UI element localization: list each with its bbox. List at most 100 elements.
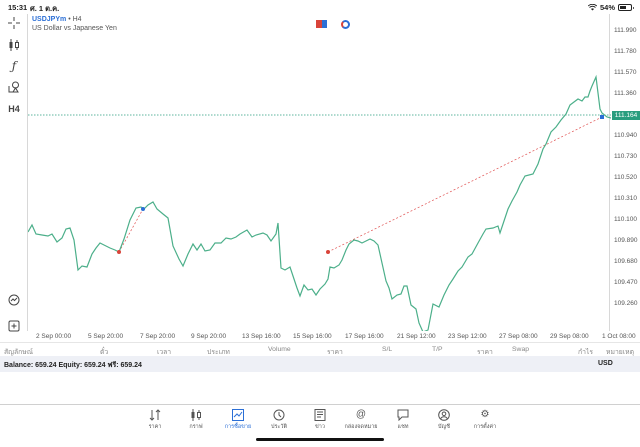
indicators-candles-icon[interactable] — [6, 37, 22, 53]
chat-icon — [397, 409, 409, 421]
chart-plot[interactable]: USDJPYm • H4 US Dollar vs Japanese Yen — [27, 14, 611, 331]
time-axis[interactable]: 2 Sep 00:00 5 Sep 20:00 7 Sep 20:00 9 Se… — [27, 331, 640, 342]
symbol-description: US Dollar vs Japanese Yen — [32, 25, 117, 32]
symbol-separator: • — [68, 16, 71, 23]
settings-icon: ⚙ — [480, 409, 490, 420]
x-tick: 1 Oct 08:00 — [602, 333, 636, 340]
nav-label: กล่องจดหมาย — [344, 424, 378, 430]
chart-area[interactable]: USDJPYm • H4 US Dollar vs Japanese Yen 1… — [27, 14, 640, 342]
y-tick: 110.520 — [614, 174, 638, 181]
mailbox-icon: @ — [355, 409, 367, 420]
nav-trade[interactable]: การซื้อขาย — [218, 409, 258, 431]
y-tick: 111.780 — [614, 48, 637, 55]
chart-toolbar: ƒ H4 — [0, 14, 27, 342]
x-tick: 23 Sep 12:00 — [448, 333, 487, 340]
nav-label: การตั้งค่า — [473, 424, 497, 430]
col-sl[interactable]: S/L — [382, 346, 393, 353]
status-right: 54% — [587, 3, 634, 12]
y-tick: 111.360 — [614, 90, 637, 97]
nav-label: แชท — [397, 424, 409, 430]
price-chart — [28, 74, 611, 331]
account-icon — [438, 409, 450, 421]
add-chart-icon[interactable] — [6, 318, 22, 334]
function-icon[interactable]: ƒ — [11, 59, 17, 73]
x-tick: 29 Sep 08:00 — [550, 333, 589, 340]
nav-account[interactable]: บัญชี — [424, 409, 464, 431]
trade-line-2 — [327, 116, 603, 253]
nav-mailbox[interactable]: @ กล่องจดหมาย — [341, 409, 381, 431]
status-bar: 15:31 ศ. 1 ต.ค. 54% — [0, 0, 640, 14]
wifi-icon — [587, 4, 597, 11]
col-type[interactable]: ประเภท — [207, 349, 230, 356]
battery-percent: 54% — [599, 3, 615, 12]
exit-marker — [141, 207, 145, 211]
nav-label: ประวัติ — [270, 424, 288, 430]
status-time: 15:31 — [8, 3, 28, 12]
x-tick: 13 Sep 16:00 — [242, 333, 281, 340]
account-currency: USD — [598, 360, 613, 367]
trade-icon — [232, 409, 244, 421]
home-indicator[interactable] — [256, 438, 384, 441]
y-tick: 109.470 — [614, 279, 638, 286]
account-summary: Balance: 659.24 Equity: 659.24 ฟรี: 659.… — [4, 362, 142, 369]
col-price[interactable]: ราคา — [327, 349, 343, 356]
x-tick: 5 Sep 20:00 — [88, 333, 124, 340]
nav-label: กราฟ — [189, 424, 203, 430]
chart-badges — [316, 20, 350, 29]
col-profit[interactable]: กำไร — [578, 349, 594, 356]
x-tick: 21 Sep 12:00 — [397, 333, 436, 340]
news-icon — [314, 409, 326, 421]
symbol-label: USDJPYm • H4 US Dollar vs Japanese Yen — [32, 16, 117, 32]
x-tick: 7 Sep 20:00 — [140, 333, 176, 340]
x-tick: 15 Sep 16:00 — [293, 333, 332, 340]
timeframe-button[interactable]: H4 — [8, 104, 20, 114]
chart-settings-icon[interactable] — [6, 292, 22, 308]
trade-table-header: สัญลักษณ์ ตั๋ว เวลา ประเภท Volume ราคา S… — [0, 342, 640, 356]
trade-line-1 — [118, 208, 144, 253]
exit-marker — [600, 115, 604, 119]
col-current-price[interactable]: ราคา — [477, 349, 493, 356]
objects-icon[interactable] — [6, 79, 22, 95]
entry-marker — [117, 250, 121, 254]
nav-history[interactable]: ประวัติ — [259, 409, 299, 431]
nav-label: ข่าว — [315, 424, 325, 430]
col-comment[interactable]: หมายเหตุ — [606, 349, 634, 356]
col-time[interactable]: เวลา — [157, 349, 172, 356]
nav-news[interactable]: ข่าว — [300, 409, 340, 431]
history-icon — [273, 409, 285, 421]
col-symbol[interactable]: สัญลักษณ์ — [4, 349, 34, 356]
col-swap[interactable]: Swap — [512, 346, 530, 353]
price-axis[interactable]: 111.990 111.780 111.570 111.360 110.940 … — [611, 14, 640, 331]
nav-chat[interactable]: แชท — [383, 409, 423, 431]
nav-quotes[interactable]: ราคา — [135, 409, 175, 431]
nav-settings[interactable]: ⚙ การตั้งค่า — [465, 409, 505, 431]
y-tick: 110.940 — [614, 132, 638, 139]
crosshair-icon[interactable] — [6, 15, 22, 31]
y-tick: 110.100 — [614, 216, 638, 223]
trade-flag-icon[interactable] — [316, 20, 327, 28]
nav-chart[interactable]: กราฟ — [176, 409, 216, 431]
y-tick: 111.990 — [614, 27, 637, 34]
x-tick: 2 Sep 00:00 — [36, 333, 72, 340]
account-summary-bar: Balance: 659.24 Equity: 659.24 ฟรี: 659.… — [0, 356, 640, 372]
y-tick: 109.260 — [614, 300, 638, 307]
col-ticket[interactable]: ตั๋ว — [100, 349, 109, 356]
col-volume[interactable]: Volume — [268, 346, 291, 353]
y-tick: 111.570 — [614, 69, 637, 76]
nav-label: ราคา — [148, 424, 162, 430]
y-tick: 110.310 — [614, 195, 638, 202]
quotes-icon — [149, 409, 161, 421]
entry-marker — [326, 250, 330, 254]
y-tick: 110.730 — [614, 153, 638, 160]
symbol-name: USDJPYm — [32, 16, 67, 23]
current-price-badge: 111.164 — [612, 111, 640, 120]
x-tick: 17 Sep 16:00 — [345, 333, 384, 340]
symbol-timeframe: H4 — [72, 16, 82, 23]
one-click-trading-icon[interactable] — [341, 20, 350, 29]
y-tick: 109.890 — [614, 237, 638, 244]
y-tick: 109.680 — [614, 258, 638, 265]
x-tick: 9 Sep 20:00 — [191, 333, 227, 340]
x-tick: 27 Sep 08:00 — [499, 333, 538, 340]
col-tp[interactable]: T/P — [432, 346, 443, 353]
status-date: ศ. 1 ต.ค. — [30, 4, 60, 13]
